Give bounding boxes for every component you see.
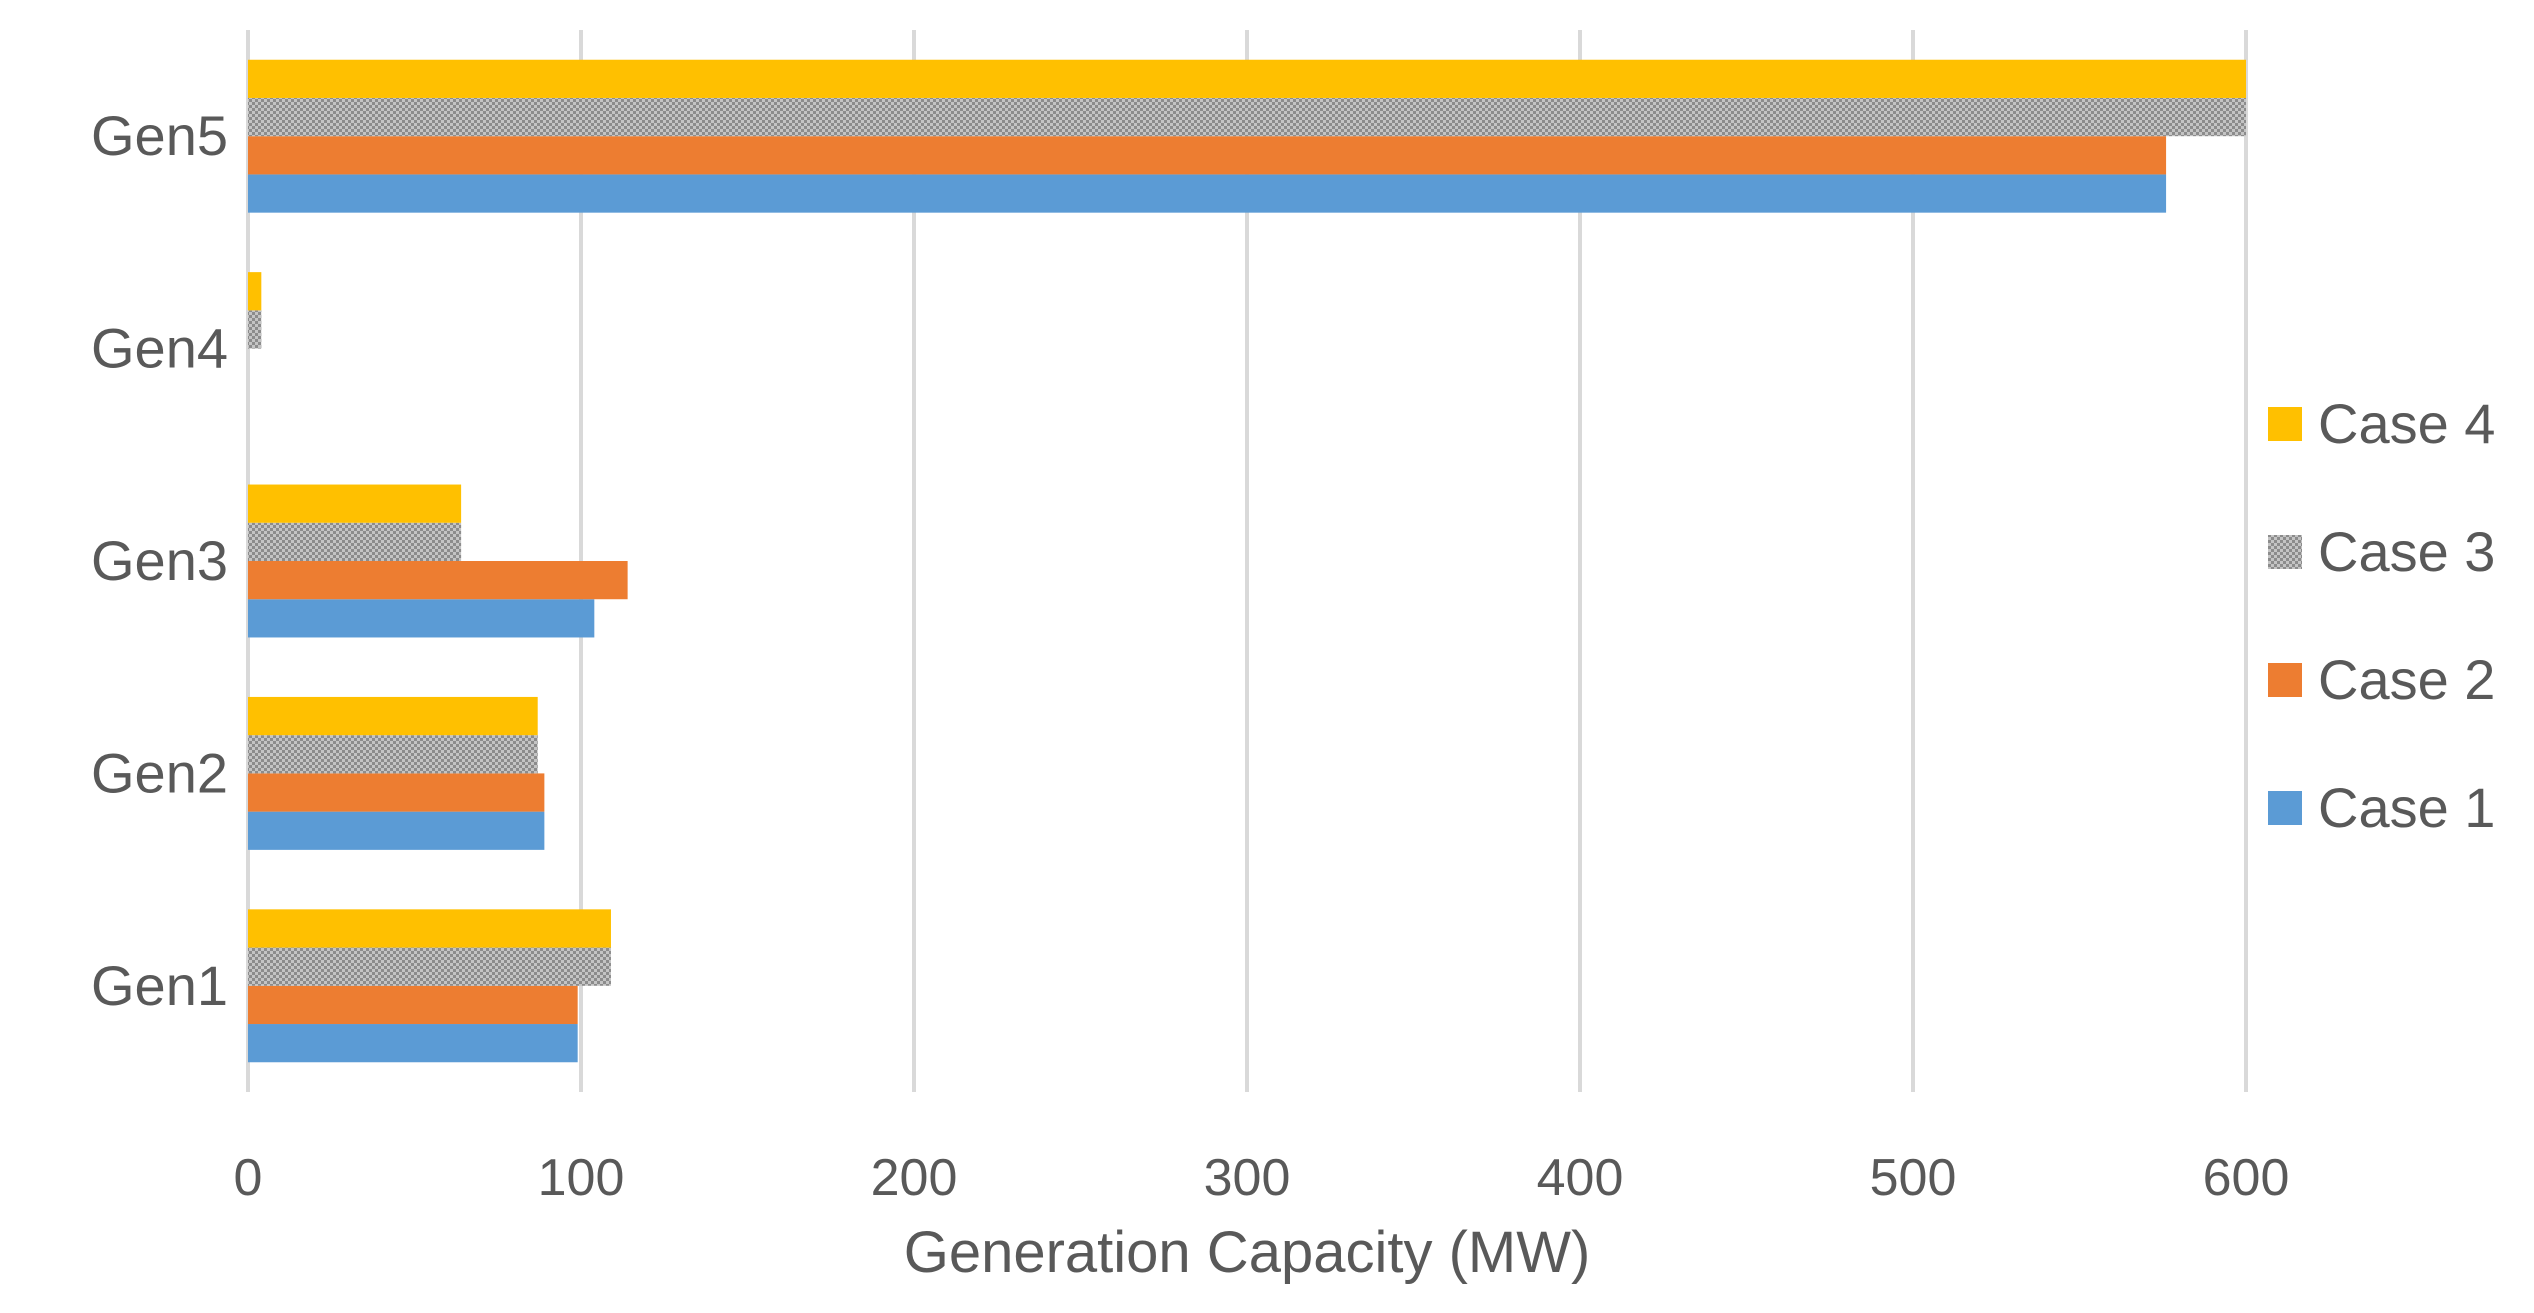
y-category-label-Gen5: Gen5 <box>91 104 228 167</box>
bar-Gen1-case-3 <box>248 947 611 986</box>
x-tick-label-600: 600 <box>2203 1149 2290 1207</box>
y-category-label-Gen1: Gen1 <box>91 954 228 1017</box>
x-tick-label-300: 300 <box>1204 1149 1291 1207</box>
legend-label-case-3: Case 3 <box>2318 520 2495 583</box>
bar-Gen3-case-3 <box>248 522 462 561</box>
bar-Gen2-case-4 <box>248 696 538 736</box>
legend-swatch-case-1 <box>2268 791 2302 825</box>
bar-Gen5-case-3 <box>248 97 2246 137</box>
x-tick-label-200: 200 <box>871 1149 958 1207</box>
bar-Gen5-case-1 <box>248 174 2167 213</box>
bar-Gen1-case-4 <box>248 909 611 948</box>
bar-Gen4-case-4 <box>248 272 262 311</box>
axes: 0 100 200 300 400 500 600 Gen1 Gen2 Gen3 Gen4 Gen5 G… <box>91 104 2289 1285</box>
legend-label-case-4: Case 4 <box>2318 392 2495 455</box>
bar-Gen3-case-2 <box>248 561 628 600</box>
x-tick-label-500: 500 <box>1870 1149 1957 1207</box>
bar-Gen3-case-1 <box>248 599 595 638</box>
y-category-label-Gen2: Gen2 <box>91 741 228 804</box>
bar-Gen2-case-3 <box>248 735 538 774</box>
y-category-label-Gen4: Gen4 <box>91 317 228 380</box>
legend-swatch-case-4 <box>2268 407 2302 441</box>
x-axis-title: Generation Capacity (MW) <box>904 1220 1591 1285</box>
legend-label-case-1: Case 1 <box>2318 776 2495 839</box>
y-category-label-Gen3: Gen3 <box>91 529 228 592</box>
legend-swatch-case-3 <box>2268 535 2302 569</box>
bar-Gen3-case-4 <box>248 484 462 523</box>
bar-Gen2-case-1 <box>248 811 545 850</box>
legend: Case 4 Case 3 Case 2 Case 1 <box>2268 392 2495 839</box>
bar-Gen5-case-2 <box>248 136 2167 175</box>
bar-Gen4-case-3 <box>248 310 262 349</box>
x-tick-label-400: 400 <box>1537 1149 1624 1207</box>
bar-Gen2-case-2 <box>248 773 545 812</box>
bars <box>248 59 2246 1063</box>
bar-Gen1-case-1 <box>248 1024 578 1063</box>
bar-Gen5-case-4 <box>248 59 2246 98</box>
legend-label-case-2: Case 2 <box>2318 648 2495 711</box>
x-tick-label-0: 0 <box>234 1149 263 1207</box>
x-tick-label-100: 100 <box>538 1149 625 1207</box>
bar-Gen1-case-2 <box>248 985 578 1025</box>
legend-swatch-case-2 <box>2268 663 2302 697</box>
